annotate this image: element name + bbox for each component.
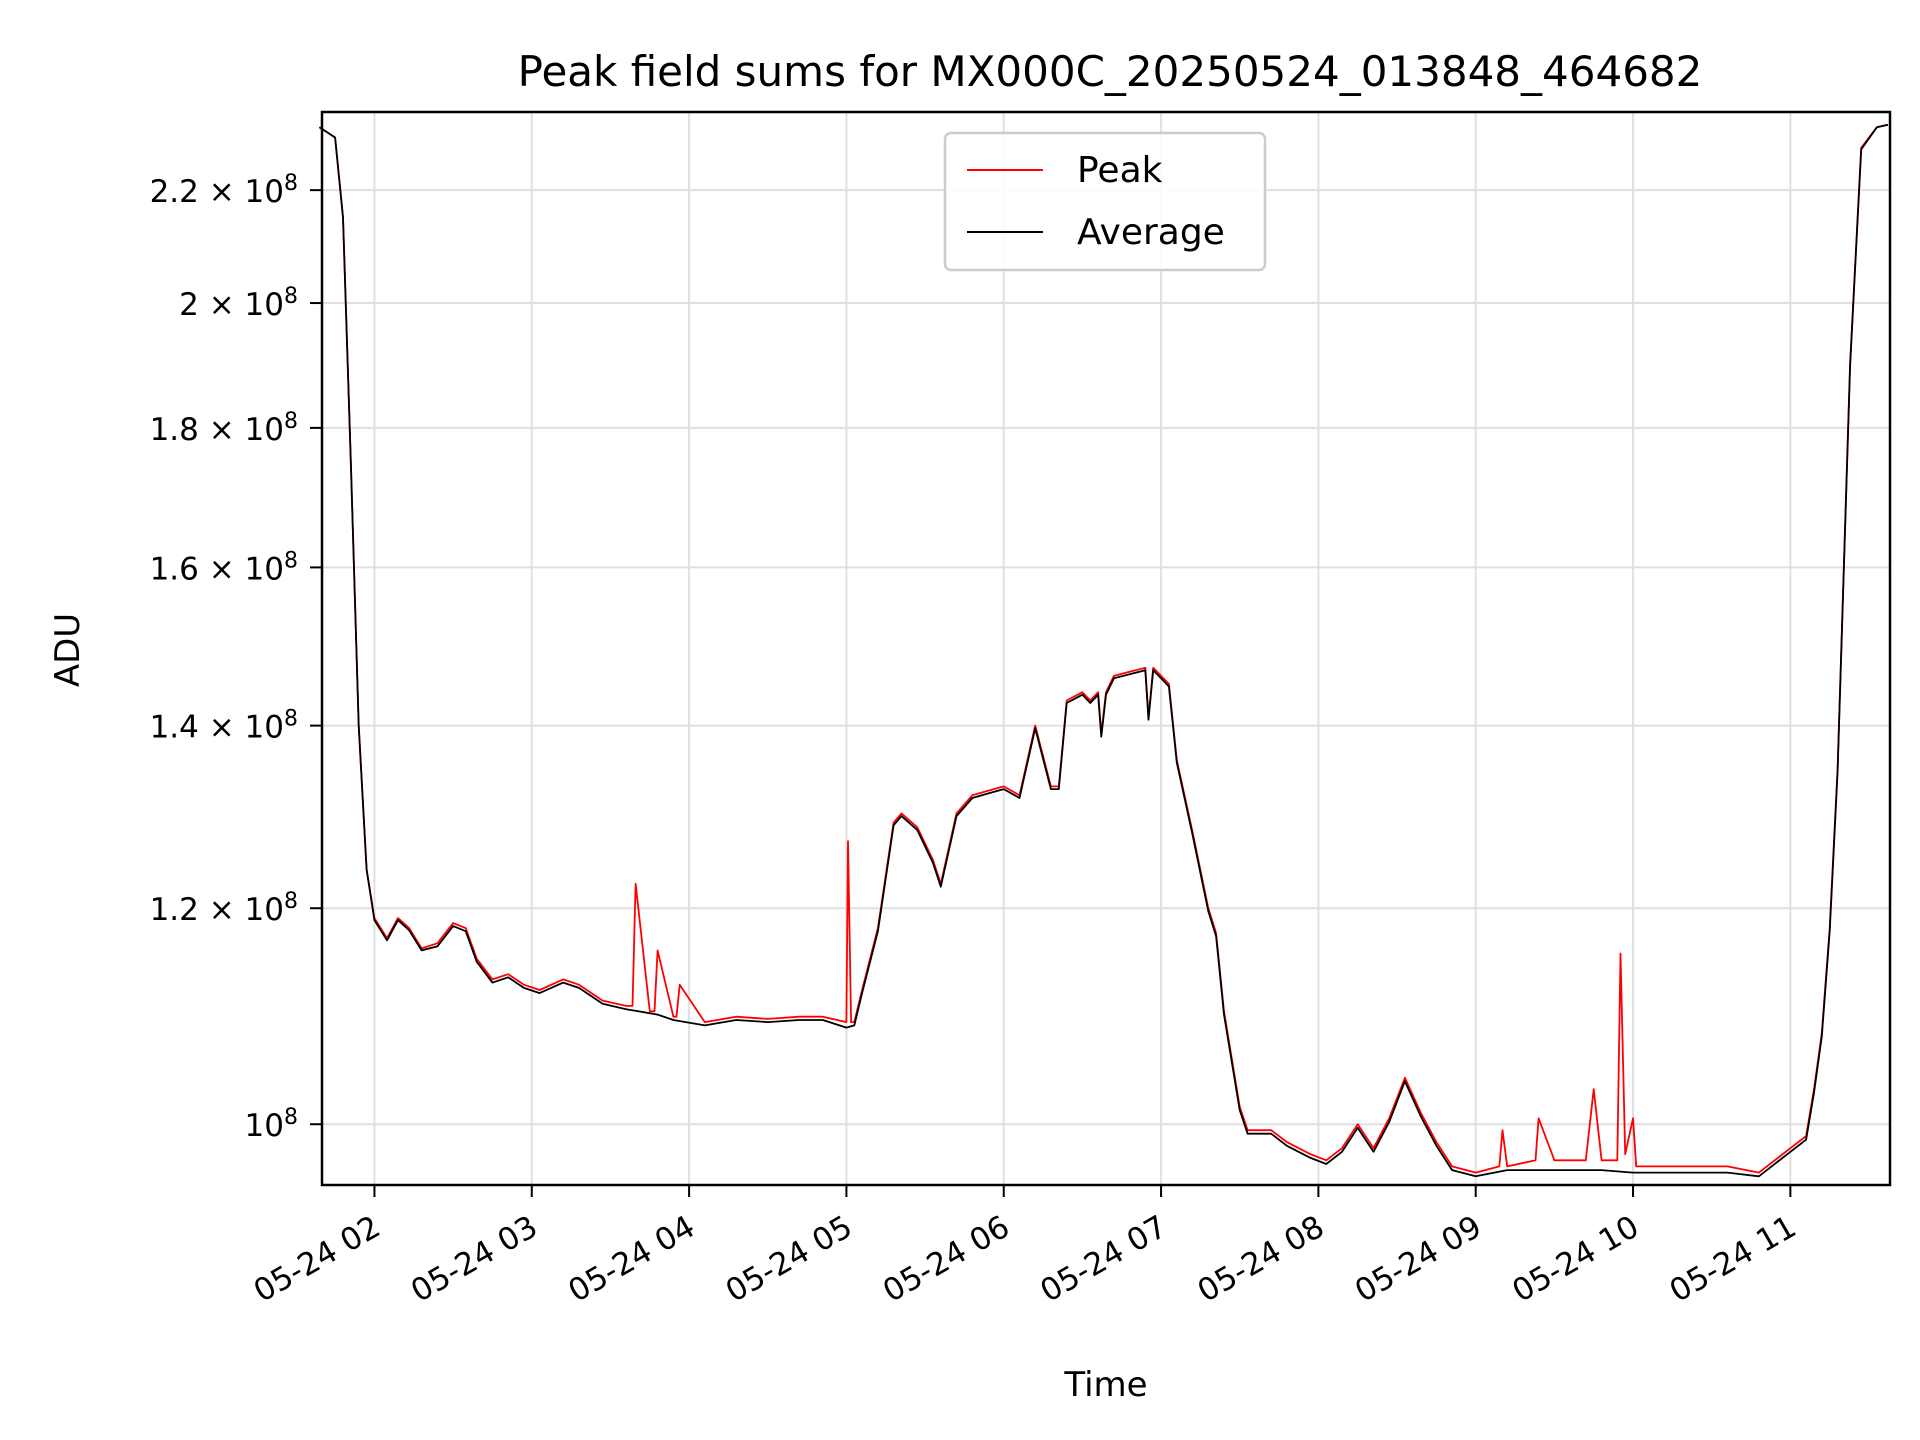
legend: Peak Average [943,131,1267,272]
y-tick-label: 1.4 × 108 [150,707,298,746]
plot-frame [320,110,1892,1187]
y-axis: 108 1.2 × 108 1.4 × 108 1.6 × 108 1.8 × 108 2… [150,171,322,1144]
series-line-peak [318,123,1889,1174]
y-axis-label: ADU [48,613,88,687]
y-tick-label: 108 [245,1105,298,1144]
legend-average-label: Average [1077,212,1225,253]
y-tick-label: 1.6 × 108 [150,548,298,587]
y-tick-label: 1.2 × 108 [150,889,298,928]
chart-title: Peak field sums for MX000C_20250524_0138… [518,47,1703,96]
legend-box [943,131,1267,272]
y-tick-label: 1.8 × 108 [150,409,298,448]
x-axis-label: Time [1063,1365,1147,1405]
legend-peak-label: Peak [1077,150,1163,191]
y-tick-label: 2.2 × 108 [150,171,298,210]
grid [322,112,1890,1185]
y-tick-label: 2 × 108 [179,284,298,323]
series-line-average [318,123,1889,1178]
plot-lines [318,123,1889,1178]
